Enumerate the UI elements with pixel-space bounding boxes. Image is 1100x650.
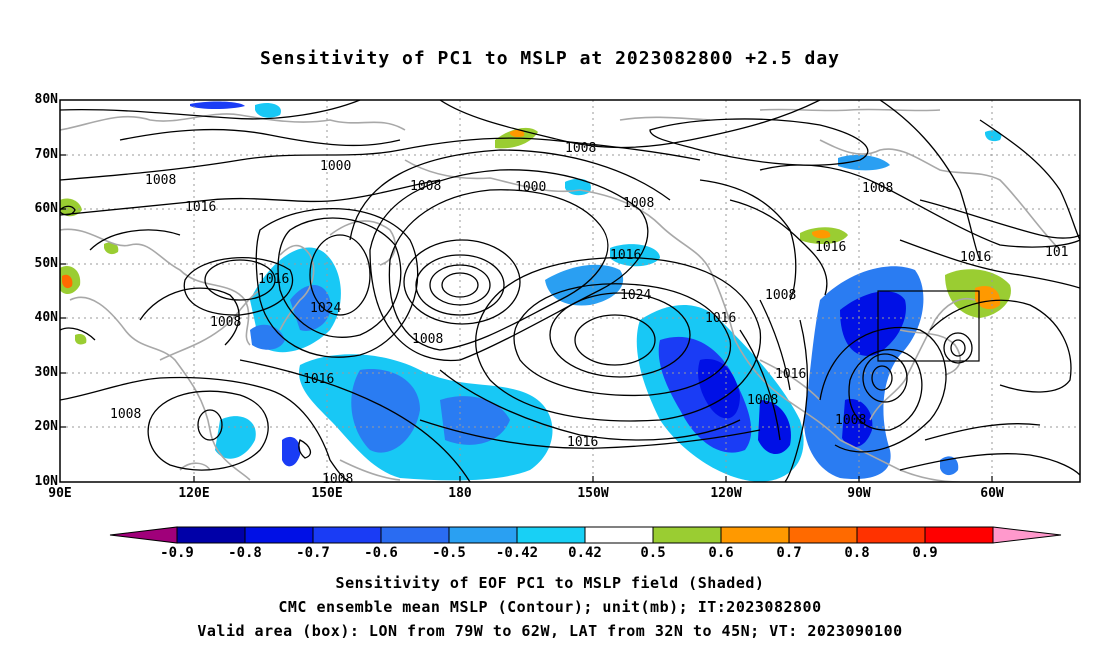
colorbar-cell (788, 526, 858, 544)
contour-label: 1024 (310, 301, 341, 316)
colorbar-cell (856, 526, 926, 544)
colorbar-cell (652, 526, 722, 544)
coastlines (60, 108, 1061, 482)
lon-label: 90E (48, 486, 72, 501)
colorbar-label: -0.9 (160, 545, 194, 561)
colorbar-label: 0.5 (640, 545, 666, 561)
colorbar-cell (584, 526, 654, 544)
colorbar-cell (516, 526, 586, 544)
lon-label: 90W (847, 486, 871, 501)
colorbar-label: -0.5 (432, 545, 466, 561)
contour-label: 1016 (705, 311, 736, 326)
contour-label: 1016 (815, 240, 846, 255)
colorbar-cell (244, 526, 314, 544)
colorbar-label: -0.8 (228, 545, 262, 561)
caption-line-3: Valid area (box): LON from 79W to 62W, L… (197, 622, 903, 640)
colorbar-label: 0.8 (844, 545, 870, 561)
contour-label: 1016 (258, 272, 289, 287)
lat-label: 10N (34, 474, 58, 489)
lon-label: 150E (311, 486, 343, 501)
lat-label: 40N (34, 310, 58, 325)
contour-label: 1008 (145, 173, 176, 188)
contour-label: 1008 (410, 179, 441, 194)
contour-labels: 1000 1008 1008 1008 1016 1016 1016 1016 … (110, 141, 1068, 487)
contour-label: 1000 (515, 180, 546, 195)
lat-label: 30N (34, 365, 58, 380)
lon-label: 120E (178, 486, 210, 501)
contour-label: 1008 (623, 196, 654, 211)
colorbar-arrow-high (992, 526, 1062, 544)
contour-label: 1008 (412, 332, 443, 347)
lon-label: 60W (980, 486, 1004, 501)
colorbar-cell (312, 526, 382, 544)
colorbar-label: 0.6 (708, 545, 734, 561)
contour-label: 1000 (320, 159, 351, 174)
lat-label: 20N (34, 419, 58, 434)
gridlines (60, 100, 1080, 482)
contour-label: 1016 (567, 435, 598, 450)
contour-label: 1016 (960, 250, 991, 265)
lat-label: 70N (34, 147, 58, 162)
colorbar-cell (176, 526, 246, 544)
contour-label: 1024 (620, 288, 651, 303)
lon-label: 120W (710, 486, 742, 501)
colorbar-arrow-low (109, 526, 178, 544)
contour-label: 1008 (835, 413, 866, 428)
caption-line-2: CMC ensemble mean MSLP (Contour); unit(m… (278, 598, 822, 616)
contour-label: 1016 (610, 248, 641, 263)
mslp-contours (60, 100, 1080, 482)
contour-label: 1008 (862, 181, 893, 196)
lat-label: 80N (34, 92, 58, 107)
contour-label: 1016 (303, 372, 334, 387)
colorbar-cell (924, 526, 994, 544)
colorbar-cell (448, 526, 518, 544)
caption-line-1: Sensitivity of EOF PC1 to MSLP field (Sh… (335, 574, 765, 592)
axis-ticks (60, 154, 993, 482)
lon-label: 150W (577, 486, 609, 501)
colorbar-label: 0.9 (912, 545, 938, 561)
contour-label: 1008 (210, 315, 241, 330)
contour-label: 1008 (322, 472, 353, 487)
lat-label: 50N (34, 256, 58, 271)
valid-area-box (877, 290, 980, 362)
map-title: Sensitivity of PC1 to MSLP at 2023082800… (259, 48, 840, 69)
contour-label: 1016 (775, 367, 806, 382)
lat-label: 60N (34, 201, 58, 216)
colorbar-cell (720, 526, 790, 544)
colorbar-label: -0.7 (296, 545, 330, 561)
contour-label: 1008 (765, 288, 796, 303)
colorbar-label: 0.7 (776, 545, 802, 561)
contour-label: 1008 (110, 407, 141, 422)
lon-label: 180 (448, 486, 472, 501)
contour-label: 1008 (747, 393, 778, 408)
map-frame (59, 99, 1081, 483)
colorbar-label: -0.6 (364, 545, 398, 561)
colorbar-label: -0.42 (495, 545, 539, 561)
contour-label: 101 (1045, 245, 1068, 260)
colorbar-label: 0.42 (568, 545, 602, 561)
contour-label: 1016 (185, 200, 216, 215)
colorbar-cell (380, 526, 450, 544)
contour-label: 1008 (565, 141, 596, 156)
